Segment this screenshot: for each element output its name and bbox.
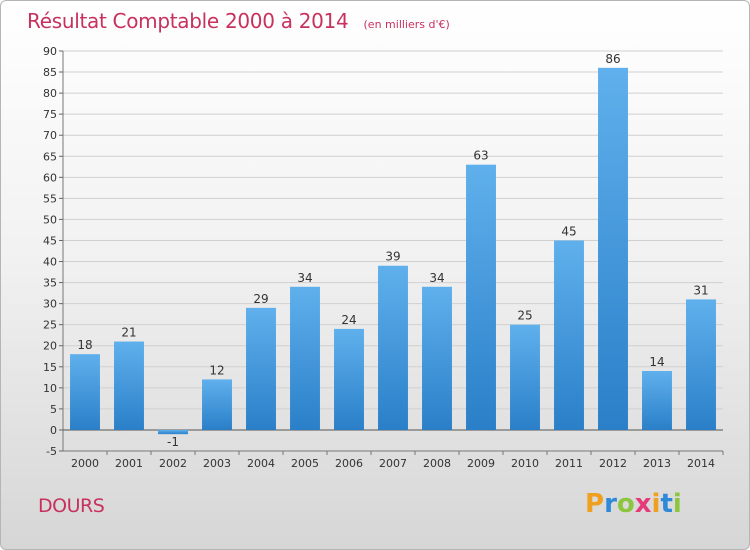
place-name: DOURS — [38, 495, 105, 517]
logo-letter: r — [604, 489, 617, 519]
logo-letter: t — [660, 489, 673, 519]
data-label-2002: -1 — [167, 435, 179, 449]
y-tick-label: 60 — [43, 171, 57, 184]
data-label-2003: 12 — [209, 363, 224, 377]
bar-2002 — [158, 429, 188, 435]
data-label-2012: 86 — [605, 52, 620, 66]
y-tick-label: 85 — [43, 66, 57, 79]
y-tick-label: 5 — [50, 403, 57, 416]
x-tick-label-2006: 2006 — [335, 457, 363, 470]
data-label-2000: 18 — [77, 338, 92, 352]
y-tick-label: 75 — [43, 108, 57, 121]
y-tick-label: 55 — [43, 192, 57, 205]
bar-2005 — [290, 286, 320, 430]
data-label-2004: 29 — [253, 292, 268, 306]
data-label-2013: 14 — [649, 355, 664, 369]
logo-letter: o — [616, 489, 635, 519]
bar-2012 — [598, 67, 628, 430]
data-label-2009: 63 — [473, 149, 488, 163]
y-tick-label: 10 — [43, 382, 57, 395]
x-tick-label-2008: 2008 — [423, 457, 451, 470]
proxiti-logo: Proxiti — [585, 489, 682, 519]
y-tick-label: -5 — [46, 445, 57, 458]
x-tick-label-2004: 2004 — [247, 457, 275, 470]
bar-2013 — [642, 371, 672, 430]
data-label-2014: 31 — [693, 283, 708, 297]
data-label-2008: 34 — [429, 271, 444, 285]
x-tick-label-2002: 2002 — [159, 457, 187, 470]
data-label-2005: 34 — [297, 271, 312, 285]
x-tick-label-2013: 2013 — [643, 457, 671, 470]
y-tick-label: 25 — [43, 319, 57, 332]
x-axis-ticks: 2000 2001 2002 2003 2004 2005 2006 2007 2008 2009… — [71, 451, 724, 470]
data-label-2011: 45 — [561, 224, 576, 238]
y-tick-label: 35 — [43, 277, 57, 290]
bar-2000 — [70, 354, 100, 430]
bar-2004 — [246, 307, 276, 430]
logo-letter: P — [585, 489, 605, 519]
bar-2011 — [554, 240, 584, 430]
y-tick-label: 40 — [43, 256, 57, 269]
title-block: Résultat Comptable 2000 à 2014 (en milli… — [27, 9, 450, 33]
x-tick-label-2014: 2014 — [687, 457, 715, 470]
y-tick-label: 90 — [43, 45, 57, 58]
y-tick-label: 65 — [43, 150, 57, 163]
bar-2001 — [114, 341, 144, 430]
x-tick-label-2009: 2009 — [467, 457, 495, 470]
bar-2003 — [202, 379, 232, 430]
data-label-2010: 25 — [517, 309, 532, 323]
x-tick-label-2010: 2010 — [511, 457, 539, 470]
y-tick-label: 30 — [43, 298, 57, 311]
logo-letter: i — [651, 489, 661, 519]
x-tick-label-2003: 2003 — [203, 457, 231, 470]
y-tick-label: 15 — [43, 361, 57, 374]
x-tick-label-2011: 2011 — [555, 457, 583, 470]
logo-letter: i — [672, 489, 682, 519]
data-labels: 18 21 -1 12 29 34 24 39 34 63 25 45 86 14 31 — [77, 52, 708, 449]
bar-2006 — [334, 328, 364, 430]
y-axis-ticks: -5 0 5 10 15 20 25 30 35 40 45 50 55 60 65 70 75 80 85 90 — [43, 45, 63, 458]
y-tick-label: 45 — [43, 234, 57, 247]
data-label-2006: 24 — [341, 313, 356, 327]
bar-2014 — [686, 299, 716, 430]
data-label-2001: 21 — [121, 326, 136, 340]
bar-2009 — [466, 164, 496, 430]
x-tick-label-2000: 2000 — [71, 457, 99, 470]
chart-subtitle: (en milliers d'€) — [363, 18, 450, 31]
y-tick-label: 0 — [50, 424, 57, 437]
x-tick-label-2001: 2001 — [115, 457, 143, 470]
bar-2008 — [422, 286, 452, 430]
x-tick-label-2005: 2005 — [291, 457, 319, 470]
x-tick-label-2007: 2007 — [379, 457, 407, 470]
x-tick-label-2012: 2012 — [599, 457, 627, 470]
data-label-2007: 39 — [385, 250, 400, 264]
chart-title: Résultat Comptable 2000 à 2014 — [27, 9, 349, 33]
bars — [70, 67, 716, 435]
y-tick-label: 80 — [43, 87, 57, 100]
y-tick-label: 70 — [43, 129, 57, 142]
logo-letter: x — [634, 489, 652, 519]
y-tick-label: 20 — [43, 340, 57, 353]
bar-2010 — [510, 324, 540, 430]
y-tick-label: 50 — [43, 213, 57, 226]
bar-2007 — [378, 265, 408, 430]
